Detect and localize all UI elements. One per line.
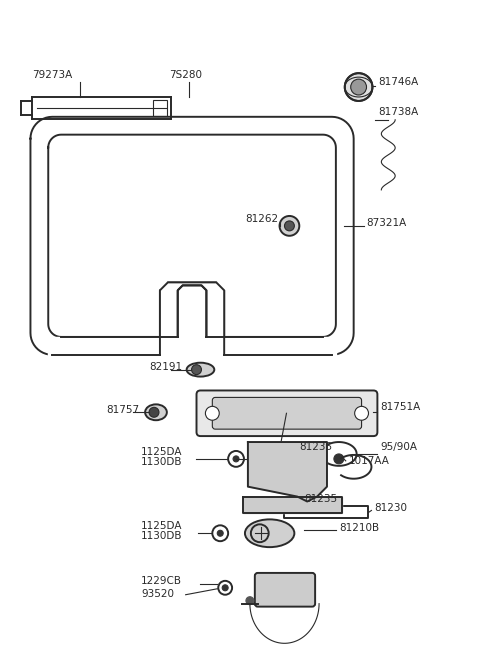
Circle shape [246, 597, 254, 604]
Text: 81235: 81235 [300, 442, 333, 452]
Circle shape [264, 443, 278, 457]
Circle shape [233, 456, 239, 462]
Text: 82191: 82191 [149, 361, 182, 372]
Text: 95/90A: 95/90A [380, 442, 417, 452]
Text: 81210B: 81210B [339, 523, 379, 533]
Text: 93520: 93520 [141, 589, 174, 599]
Polygon shape [243, 497, 342, 513]
Circle shape [334, 454, 344, 464]
Text: 1130DB: 1130DB [141, 457, 183, 467]
FancyBboxPatch shape [212, 397, 361, 429]
Text: 81757: 81757 [107, 405, 140, 415]
Circle shape [351, 79, 367, 95]
Circle shape [192, 365, 202, 374]
Text: 1125DA: 1125DA [141, 447, 183, 457]
Text: 81235: 81235 [304, 493, 337, 503]
Text: 81262: 81262 [245, 214, 278, 224]
Text: 81230: 81230 [374, 503, 408, 514]
Ellipse shape [145, 404, 167, 420]
Circle shape [279, 216, 300, 236]
Text: 87321A: 87321A [367, 218, 407, 228]
Polygon shape [248, 442, 327, 501]
Circle shape [355, 406, 369, 420]
Circle shape [149, 407, 159, 417]
FancyBboxPatch shape [255, 573, 315, 606]
Text: 79273A: 79273A [33, 70, 72, 80]
Circle shape [217, 530, 223, 536]
FancyBboxPatch shape [196, 390, 377, 436]
Circle shape [285, 221, 294, 231]
Ellipse shape [187, 363, 214, 376]
Text: 81751A: 81751A [380, 402, 420, 413]
Ellipse shape [245, 520, 294, 547]
Text: 1130DB: 1130DB [141, 532, 183, 541]
Text: 1017AA: 1017AA [349, 456, 390, 466]
Circle shape [345, 73, 372, 101]
Text: 1229CB: 1229CB [141, 576, 182, 586]
Text: 81746A: 81746A [378, 77, 419, 87]
Circle shape [222, 585, 228, 591]
Circle shape [205, 406, 219, 420]
Text: 81738A: 81738A [378, 107, 419, 117]
Bar [153, 100, 167, 116]
Text: 7S280: 7S280 [169, 70, 202, 80]
Circle shape [289, 493, 300, 503]
Text: 1125DA: 1125DA [141, 521, 183, 532]
